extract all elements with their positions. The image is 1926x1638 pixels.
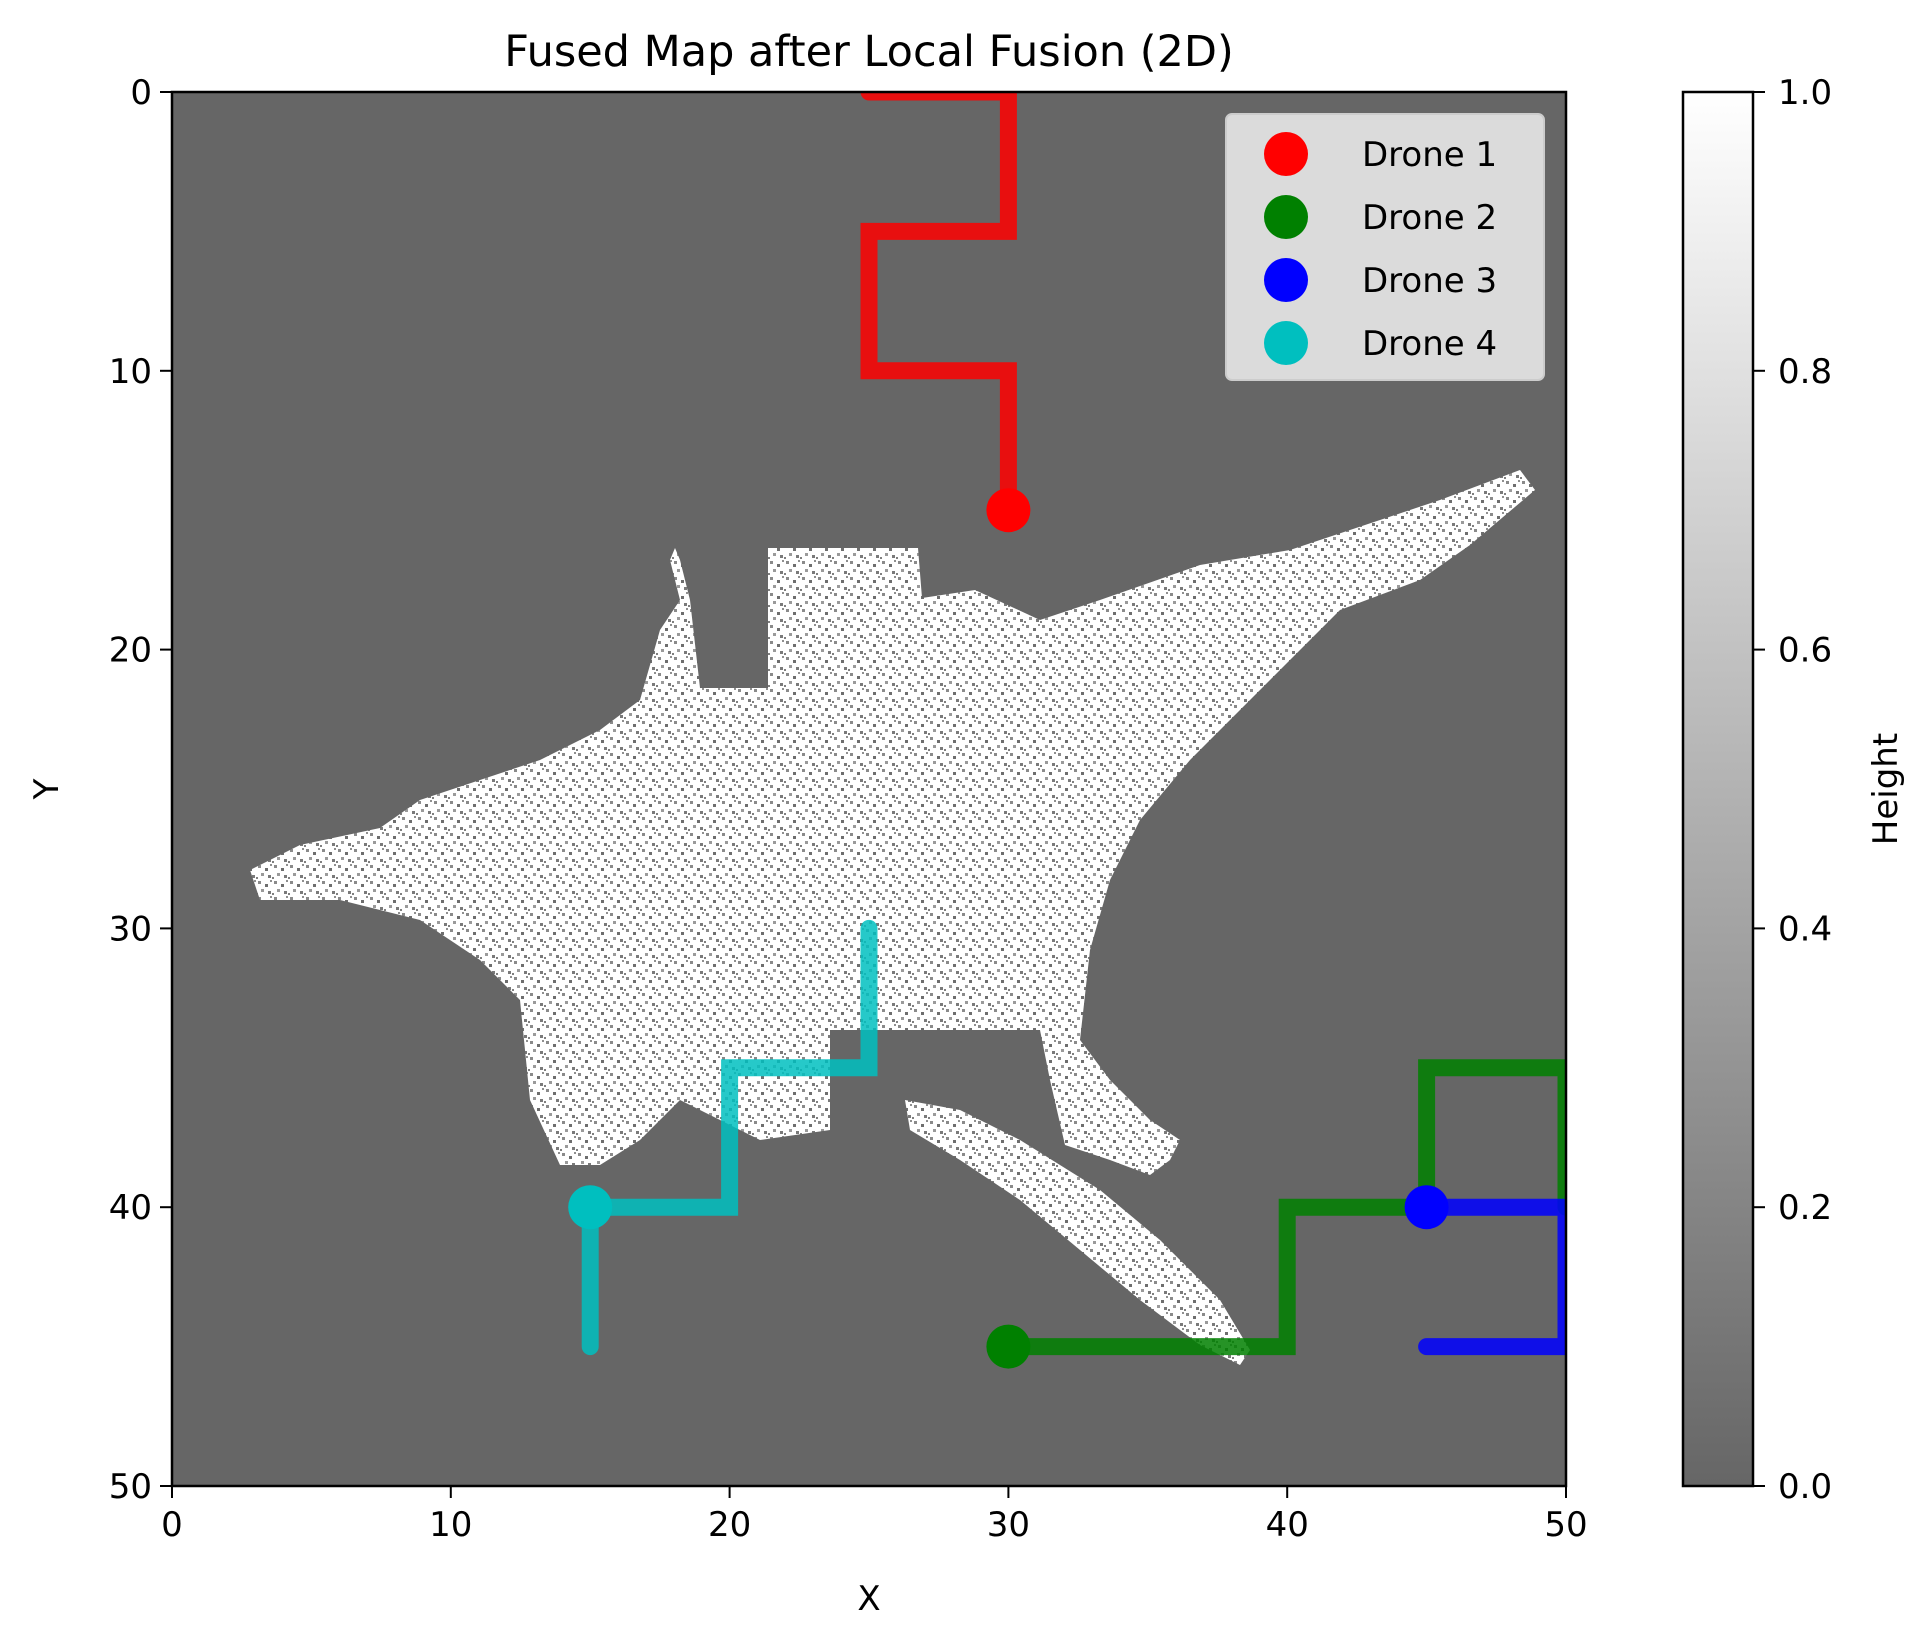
- colorbar-tick-label: 1.0: [1778, 73, 1832, 113]
- colorbar-tick-label: 0.8: [1778, 352, 1832, 392]
- colorbar: 0.0 0.2 0.4 0.6 0.8 1.0 Height: [1681, 73, 1906, 1507]
- drone-markers: [568, 488, 1449, 1369]
- colorbar-label: Height: [1866, 733, 1906, 845]
- colorbar-gradient: [1681, 90, 1755, 1488]
- x-tick-label: 20: [708, 1505, 751, 1545]
- legend-marker: [1264, 258, 1308, 302]
- x-axis-label: X: [857, 1579, 880, 1619]
- y-tick-label: 50: [109, 1467, 152, 1507]
- x-tick-label: 10: [429, 1505, 472, 1545]
- heatmap-feature: [250, 470, 1535, 1365]
- y-axis-label: Y: [27, 778, 67, 800]
- drone-3-path: [1418, 1198, 1566, 1356]
- y-tick-label: 40: [109, 1188, 152, 1228]
- colorbar-ticks: 0.0 0.2 0.4 0.6 0.8 1.0: [1753, 73, 1832, 1507]
- legend-label: Drone 4: [1362, 324, 1497, 364]
- plot-frame: [170, 90, 1568, 1488]
- colorbar-tick-label: 0.6: [1778, 631, 1832, 671]
- colorbar-tick-label: 0.4: [1778, 909, 1832, 949]
- legend: Drone 1 Drone 2 Drone 3 Drone 4: [1225, 113, 1545, 381]
- drone-4-marker: [568, 1185, 613, 1230]
- y-tick-label: 0: [130, 73, 152, 113]
- legend-label: Drone 1: [1362, 135, 1497, 175]
- chart-title: Fused Map after Local Fusion (2D): [504, 27, 1234, 77]
- heatmap-feature-region: [250, 470, 1535, 1175]
- legend-label: Drone 2: [1362, 198, 1497, 238]
- y-tick-label: 30: [109, 909, 152, 949]
- drone-3-marker: [1404, 1185, 1449, 1230]
- drone-1-marker: [986, 488, 1031, 533]
- legend-marker: [1264, 132, 1308, 176]
- x-tick-label: 30: [987, 1505, 1030, 1545]
- legend-marker: [1264, 195, 1308, 239]
- colorbar-tick-label: 0.0: [1778, 1467, 1832, 1507]
- y-axis: 0 10 20 30 40 50: [109, 73, 172, 1507]
- x-tick-label: 0: [161, 1505, 183, 1545]
- colorbar-tick-label: 0.2: [1778, 1188, 1832, 1228]
- drone-1-path: [860, 92, 1017, 519]
- x-axis: 0 10 20 30 40 50: [161, 1486, 1588, 1545]
- legend-marker: [1264, 321, 1308, 365]
- y-tick-label: 10: [109, 352, 152, 392]
- x-tick-label: 50: [1544, 1505, 1587, 1545]
- x-tick-label: 40: [1266, 1505, 1309, 1545]
- y-tick-label: 20: [109, 631, 152, 671]
- legend-label: Drone 3: [1362, 261, 1497, 301]
- heatmap-feature-spur: [905, 1100, 1250, 1365]
- legend-box: [1225, 113, 1545, 381]
- drone-4-path: [581, 919, 878, 1356]
- legend-entries: Drone 1 Drone 2 Drone 3 Drone 4: [1264, 132, 1497, 365]
- drone-2-marker: [986, 1324, 1031, 1369]
